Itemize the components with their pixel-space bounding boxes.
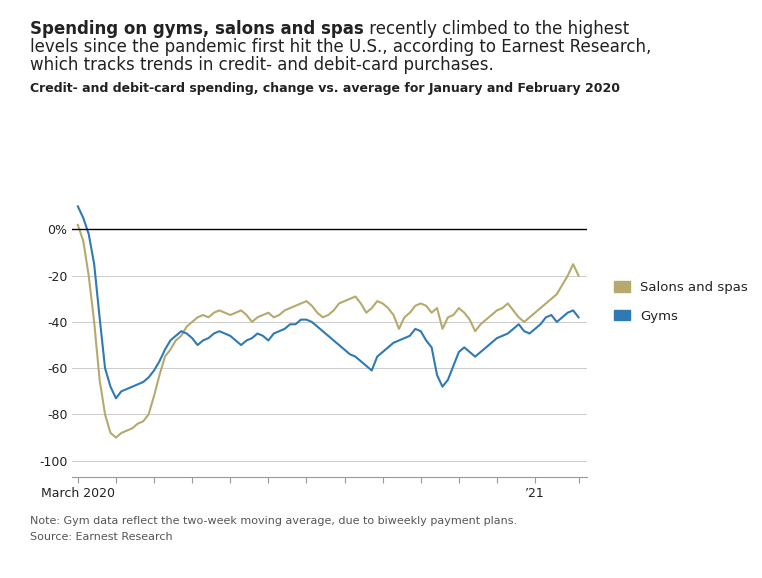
Text: levels since the pandemic first hit the U.S., according to Earnest Research,: levels since the pandemic first hit the … — [30, 38, 652, 56]
Text: Source: Earnest Research: Source: Earnest Research — [30, 532, 173, 542]
Legend: Salons and spas, Gyms: Salons and spas, Gyms — [609, 275, 754, 328]
Text: which tracks trends in credit- and debit-card purchases.: which tracks trends in credit- and debit… — [30, 56, 495, 74]
Text: Spending on gyms, salons and spas: Spending on gyms, salons and spas — [30, 20, 364, 38]
Text: Credit- and debit-card spending, change vs. average for January and February 202: Credit- and debit-card spending, change … — [30, 82, 620, 95]
Text: Note: Gym data reflect the two-week moving average, due to biweekly payment plan: Note: Gym data reflect the two-week movi… — [30, 516, 517, 526]
Text: recently climbed to the highest: recently climbed to the highest — [364, 20, 629, 38]
